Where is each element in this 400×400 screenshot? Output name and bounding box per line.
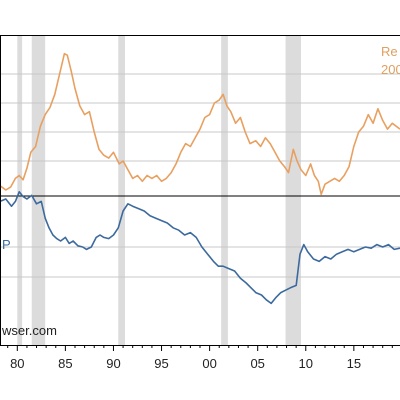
recession-band-0	[17, 36, 23, 345]
x-tick-label-2: 90	[106, 356, 120, 371]
upper-series-line	[0, 52, 400, 196]
x-tick-label-4: 00	[202, 356, 216, 371]
gridlines	[0, 73, 400, 278]
x-tick-label-0: 80	[10, 356, 24, 371]
annotation-top-right-1: Re	[381, 44, 398, 59]
source-text: wser.com	[1, 323, 57, 338]
recession-band-1	[31, 36, 46, 345]
recession-band-4	[285, 36, 301, 345]
recession-bands	[17, 36, 301, 345]
x-tick-label-5: 05	[250, 356, 264, 371]
recession-band-2	[118, 36, 125, 345]
x-axis: 80 85 90 95 00 05 10 15	[7, 345, 393, 371]
recession-band-3	[221, 36, 228, 345]
annotation-top-right-2: 200	[381, 62, 400, 77]
x-tick-label-7: 15	[347, 356, 361, 371]
x-tick-label-6: 10	[299, 356, 313, 371]
lower-series-line	[0, 191, 400, 305]
x-tick-label-1: 85	[58, 356, 72, 371]
lower-series-label: P	[2, 237, 11, 252]
series-lines	[0, 52, 400, 305]
x-tick-label-3: 95	[154, 356, 168, 371]
